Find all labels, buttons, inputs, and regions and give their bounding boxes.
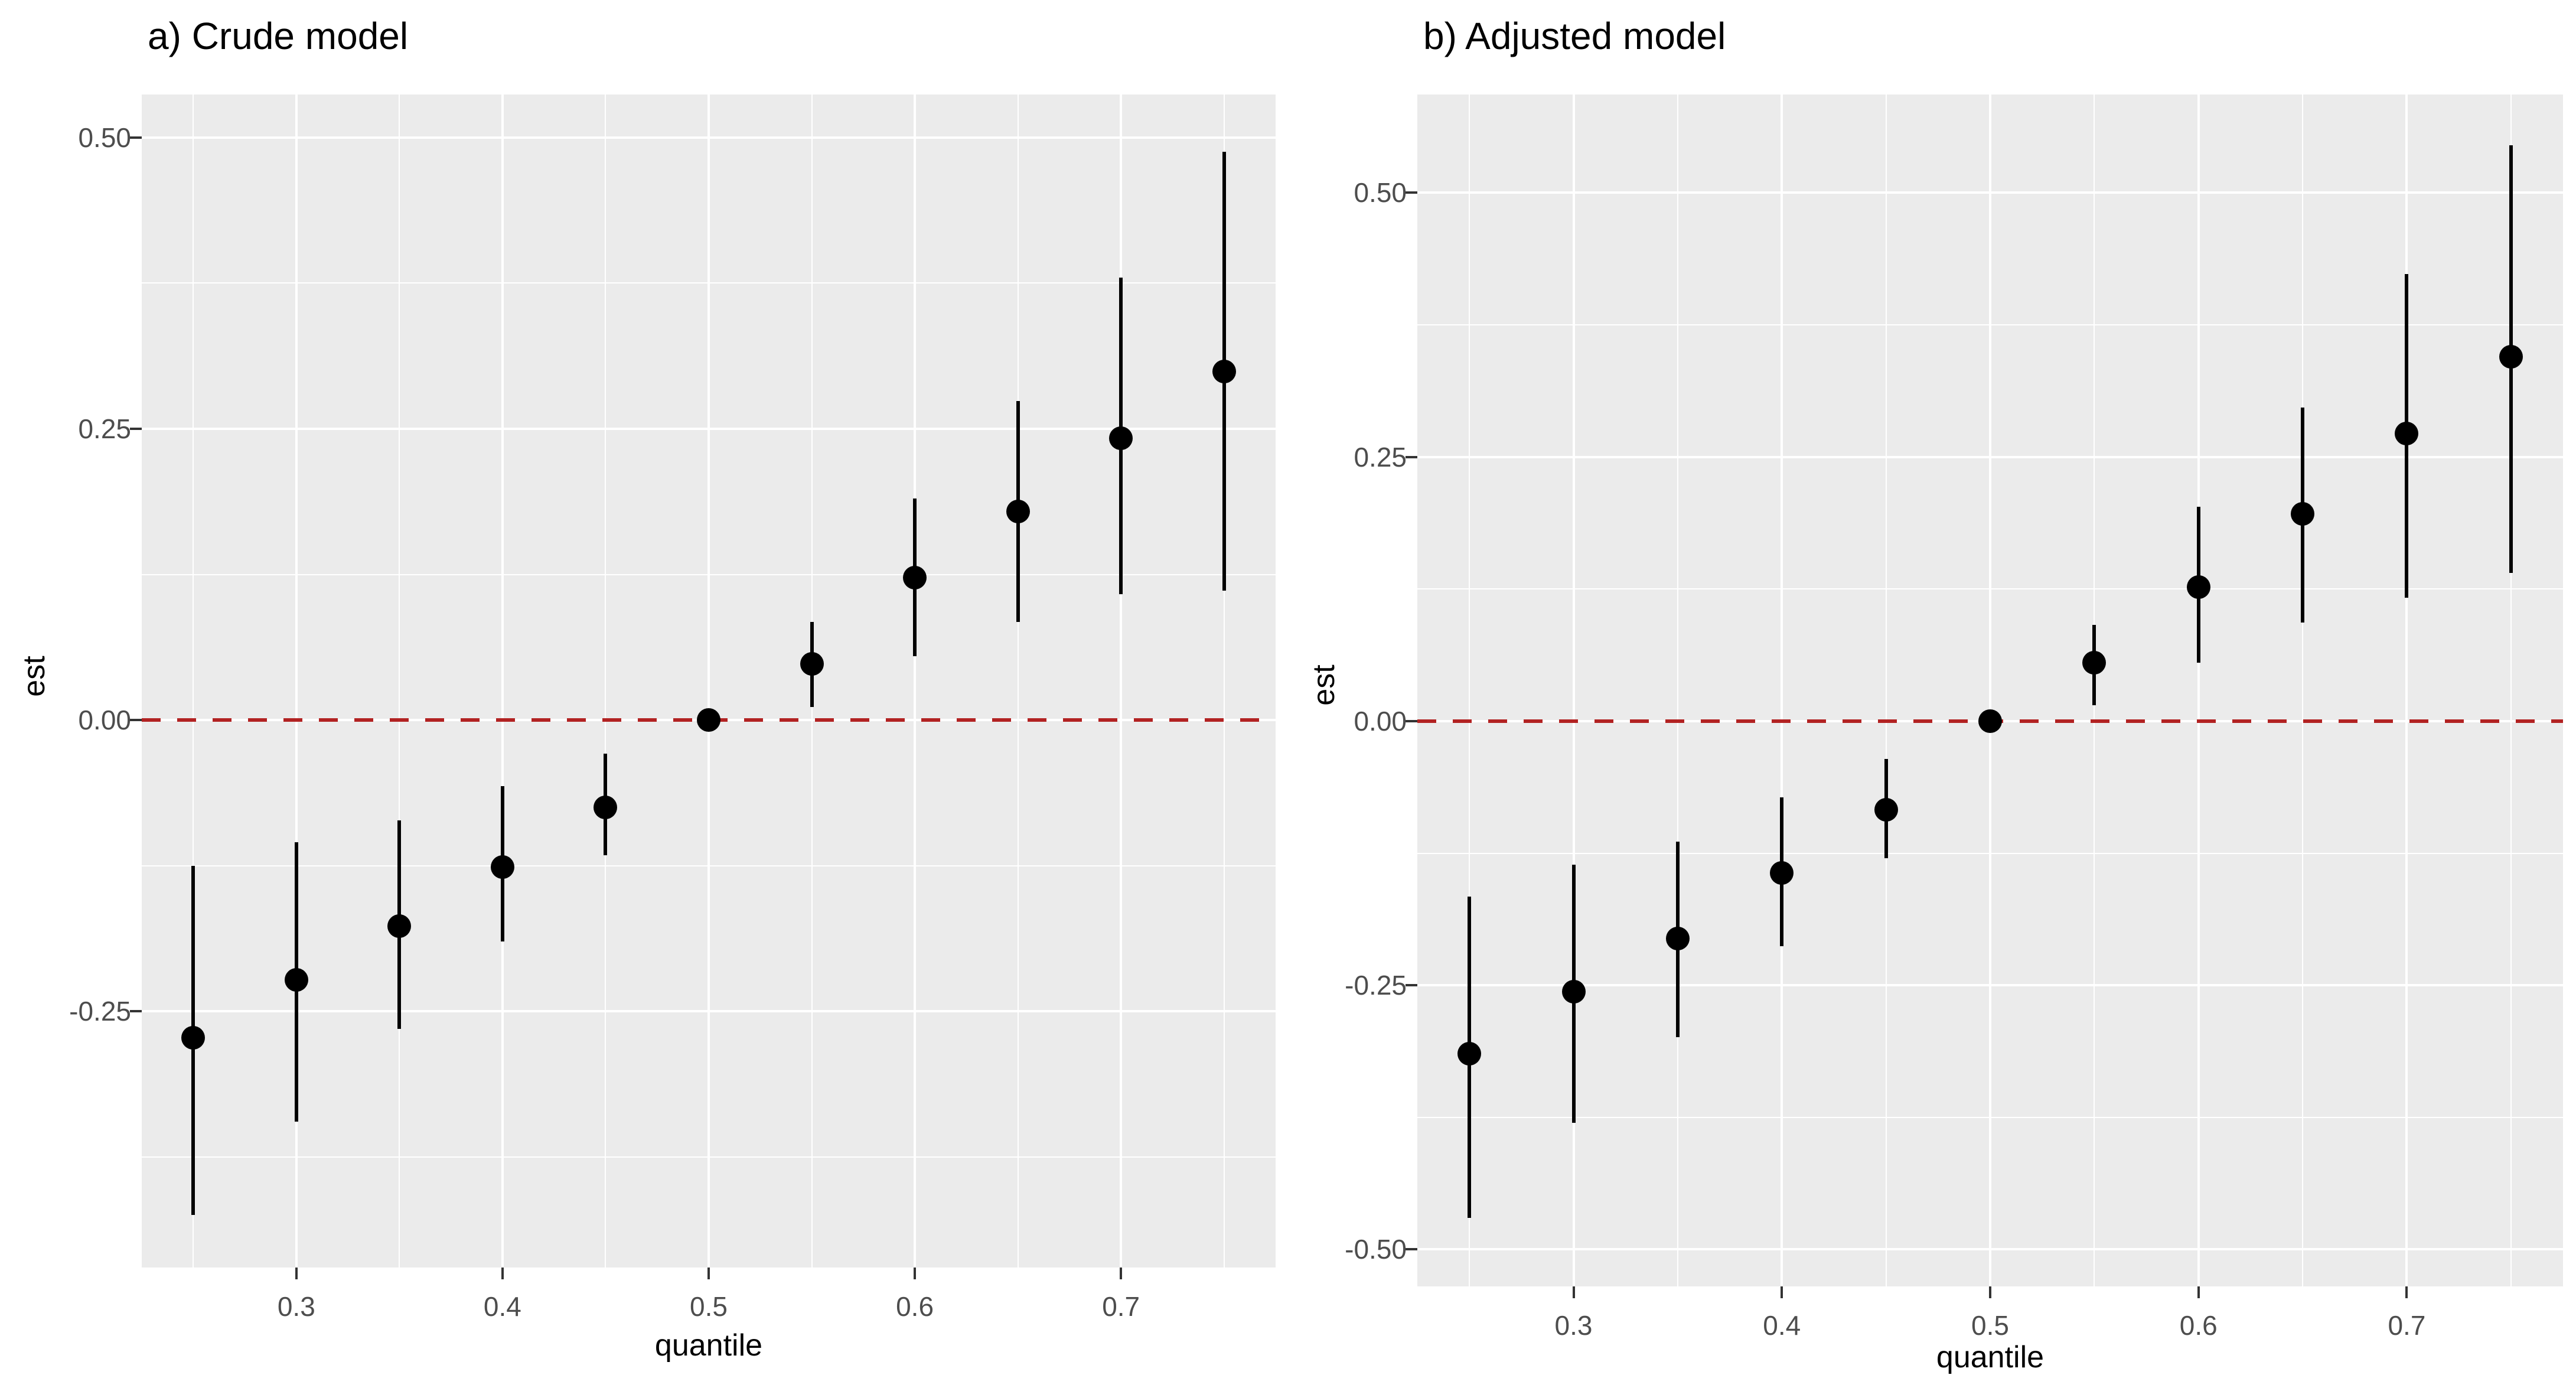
minor-gridline-x — [2302, 95, 2304, 1286]
y-tick-mark — [1406, 1248, 1417, 1251]
x-tick-mark — [1781, 1286, 1783, 1298]
minor-gridline-x — [1469, 95, 1470, 1286]
minor-gridline-x — [193, 95, 194, 1268]
y-tick-mark — [1406, 191, 1417, 194]
y-tick-label: -0.25 — [1345, 970, 1407, 1001]
point-q0.7 — [1109, 426, 1133, 450]
point-q0.75 — [1212, 360, 1236, 384]
major-gridline-x — [914, 95, 917, 1268]
y-tick-label: 0.00 — [78, 705, 131, 736]
x-tick-mark — [914, 1268, 917, 1279]
point-q0.4 — [490, 855, 514, 879]
minor-gridline-x — [1017, 95, 1019, 1268]
panel-a-title: a) Crude model — [148, 15, 409, 57]
point-q0.5 — [697, 708, 720, 732]
point-q0.55 — [2082, 651, 2107, 675]
point-q0.55 — [800, 652, 824, 676]
point-q0.4 — [1770, 861, 1794, 885]
major-gridline-x — [707, 95, 710, 1268]
point-q0.3 — [1561, 979, 1586, 1003]
x-tick-mark — [1572, 1286, 1575, 1298]
y-tick-mark — [1406, 719, 1417, 722]
y-tick-mark — [130, 719, 142, 722]
point-q0.25 — [181, 1026, 206, 1050]
y-tick-label: 0.25 — [1354, 441, 1407, 473]
y-tick-label: -0.50 — [1345, 1234, 1407, 1265]
y-tick-label: 0.50 — [1354, 177, 1407, 208]
x-tick-mark — [707, 1268, 710, 1279]
x-tick-mark — [295, 1268, 298, 1279]
major-gridline-x — [501, 95, 504, 1268]
y-tick-mark — [130, 428, 142, 431]
x-tick-mark — [1989, 1286, 1991, 1298]
point-q0.5 — [1978, 709, 2002, 733]
major-gridline-x — [1120, 95, 1123, 1268]
point-q0.35 — [1665, 927, 1690, 951]
major-gridline-x — [295, 95, 298, 1268]
minor-gridline-x — [605, 95, 606, 1268]
y-tick-label: 0.50 — [78, 122, 131, 153]
x-tick-mark — [1120, 1268, 1123, 1279]
minor-gridline-x — [1677, 95, 1678, 1286]
major-gridline-x — [1781, 95, 1783, 1286]
panel-b-title: b) Adjusted model — [1423, 15, 1726, 57]
minor-gridline-x — [2510, 95, 2512, 1286]
y-tick-mark — [1406, 984, 1417, 987]
y-tick-mark — [130, 1010, 142, 1013]
major-gridline-x — [2197, 95, 2200, 1286]
point-q0.7 — [2395, 422, 2419, 446]
minor-gridline-x — [399, 95, 400, 1268]
x-tick-label: 0.4 — [1763, 1310, 1801, 1341]
panel-a-y-axis-title: est — [17, 656, 51, 697]
x-tick-mark — [2405, 1286, 2408, 1298]
y-tick-mark — [130, 136, 142, 139]
point-q0.6 — [903, 566, 927, 590]
x-tick-label: 0.5 — [690, 1291, 728, 1322]
y-tick-label: -0.25 — [69, 996, 131, 1027]
y-tick-label: 0.25 — [78, 413, 131, 445]
point-q0.45 — [1874, 798, 1898, 822]
x-tick-label: 0.6 — [896, 1291, 934, 1322]
x-tick-label: 0.6 — [2179, 1310, 2218, 1341]
x-tick-mark — [501, 1268, 504, 1279]
x-tick-label: 0.4 — [483, 1291, 521, 1322]
x-tick-mark — [2197, 1286, 2200, 1298]
x-tick-label: 0.5 — [1971, 1310, 2009, 1341]
point-q0.45 — [594, 795, 618, 819]
x-tick-label: 0.3 — [277, 1291, 315, 1322]
minor-gridline-x — [1885, 95, 1887, 1286]
panel-b-y-axis-title: est — [1307, 664, 1341, 706]
point-q0.75 — [2499, 344, 2523, 369]
point-q0.6 — [2186, 575, 2210, 599]
point-q0.35 — [387, 914, 412, 939]
panel-b-x-axis-title: quantile — [1936, 1340, 2045, 1374]
major-gridline-x — [1572, 95, 1575, 1286]
major-gridline-x — [1989, 95, 1991, 1286]
point-q0.3 — [284, 967, 308, 992]
x-tick-label: 0.3 — [1554, 1310, 1593, 1341]
y-tick-mark — [1406, 455, 1417, 458]
point-q0.25 — [1457, 1042, 1482, 1066]
x-tick-label: 0.7 — [1102, 1291, 1140, 1322]
point-q0.65 — [1006, 500, 1030, 524]
point-q0.65 — [2291, 502, 2315, 526]
minor-gridline-x — [1223, 95, 1225, 1268]
major-gridline-x — [2405, 95, 2408, 1286]
panel-a-x-axis-title: quantile — [654, 1328, 763, 1363]
y-tick-label: 0.00 — [1354, 705, 1407, 737]
x-tick-label: 0.7 — [2388, 1310, 2426, 1341]
